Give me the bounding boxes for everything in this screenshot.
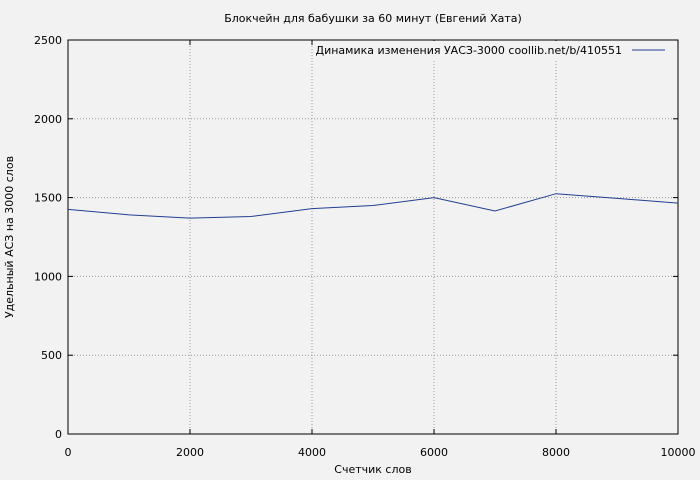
y-tick-label: 1000 xyxy=(34,270,62,283)
chart-title: Блокчейн для бабушки за 60 минут (Евгени… xyxy=(224,12,522,25)
series-group xyxy=(67,193,679,219)
axis-ticks: 0 500 1000 1500 2000 2500 0 2000 4000 6000 8000 100… xyxy=(34,34,696,459)
x-tick-label: 0 xyxy=(65,446,72,459)
x-axis-label: Счетчик слов xyxy=(334,463,411,476)
plot-frame xyxy=(67,39,679,435)
series-line xyxy=(67,193,679,219)
legend-background xyxy=(318,41,677,59)
x-tick-label: 10000 xyxy=(661,446,696,459)
x-tick-label: 6000 xyxy=(420,446,448,459)
y-tick-label: 500 xyxy=(41,349,62,362)
legend-label: Динамика изменения УАСЗ-3000 coollib.net… xyxy=(316,44,623,57)
y-tick-label: 1500 xyxy=(34,192,62,205)
y-tick-label: 0 xyxy=(55,428,62,441)
x-tick-label: 2000 xyxy=(176,446,204,459)
legend: Динамика изменения УАСЗ-3000 coollib.net… xyxy=(316,41,677,59)
plot-area xyxy=(68,40,678,434)
y-tick-label: 2500 xyxy=(34,34,62,47)
y-axis-label: Удельный АСЗ на 3000 слов xyxy=(3,156,16,318)
x-tick-label: 8000 xyxy=(542,446,570,459)
x-tick-label: 4000 xyxy=(298,446,326,459)
y-tick-label: 2000 xyxy=(34,113,62,126)
